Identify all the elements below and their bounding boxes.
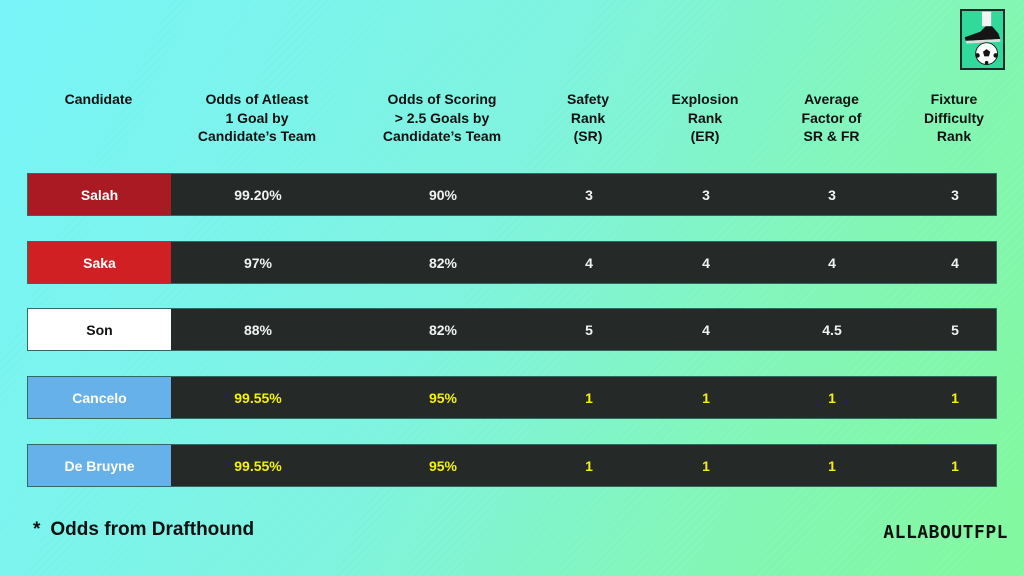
footnote-text: Odds from Drafthound [50,519,255,540]
logo [960,9,1005,70]
safety-rank-cell: 4 [585,254,593,271]
average-factor-cell: 4 [828,254,836,271]
table-row: Son 88% 82% 5 4 4.5 5 [27,308,997,351]
odds-over-2-5-cell: 95% [428,457,458,474]
header-safety-rank: Safety Rank (SR) [566,91,610,144]
odds-one-goal-cell: 88% [243,321,273,338]
odds-over-2-5-cell: 82% [428,321,458,338]
average-factor-cell: 4.5 [822,321,842,338]
explosion-rank-cell: 4 [702,254,710,271]
safety-rank-cell: 3 [585,186,593,203]
footnote: * Odds from Drafthound [33,519,254,541]
header-explosion-rank: Explosion Rank (ER) [671,91,739,144]
header-fixture-difficulty: Fixture Difficulty Rank [924,91,984,144]
safety-rank-cell: 5 [585,321,593,338]
odds-over-2-5-cell: 95% [428,389,458,406]
fixture-difficulty-cell: 1 [951,457,959,474]
table-row: Cancelo 99.55% 95% 1 1 1 1 [27,376,997,419]
football-boot-and-ball-icon [962,11,1003,68]
explosion-rank-cell: 4 [702,321,710,338]
table-row: De Bruyne 99.55% 95% 1 1 1 1 [27,444,997,487]
header-average-factor: Average Factor of SR & FR [801,91,862,144]
safety-rank-cell: 1 [585,457,593,474]
explosion-rank-cell: 3 [702,186,710,203]
table-row: Salah 99.20% 90% 3 3 3 3 [27,173,997,216]
explosion-rank-cell: 1 [702,457,710,474]
average-factor-cell: 3 [828,186,836,203]
odds-one-goal-cell: 99.20% [234,186,282,203]
fixture-difficulty-cell: 1 [951,389,959,406]
fixture-difficulty-cell: 3 [951,186,959,203]
explosion-rank-cell: 1 [702,389,710,406]
average-factor-cell: 1 [828,457,836,474]
fixture-difficulty-cell: 4 [951,254,959,271]
header-odds-over-2-5: Odds of Scoring > 2.5 Goals by Candidate… [382,91,502,144]
brand-wordmark: ALLABOUTFPL [883,522,1008,543]
table-header: Candidate Odds of Atleast 1 Goal by Cand… [27,90,997,150]
candidate-name-cell: Son [28,309,171,350]
candidate-name-cell: Cancelo [28,377,171,418]
odds-one-goal-cell: 99.55% [234,389,282,406]
candidate-name-cell: Saka [28,242,171,283]
safety-rank-cell: 1 [585,389,593,406]
header-odds-one-goal: Odds of Atleast 1 Goal by Candidate’s Te… [197,91,317,144]
table-row: Saka 97% 82% 4 4 4 4 [27,241,997,284]
fixture-difficulty-cell: 5 [951,321,959,338]
candidate-name-cell: De Bruyne [28,445,171,486]
odds-one-goal-cell: 97% [243,254,273,271]
header-candidate: Candidate [64,91,133,107]
odds-over-2-5-cell: 90% [428,186,458,203]
odds-over-2-5-cell: 82% [428,254,458,271]
odds-one-goal-cell: 99.55% [234,457,282,474]
average-factor-cell: 1 [828,389,836,406]
asterisk: * [33,519,41,540]
candidate-name-cell: Salah [28,174,171,215]
